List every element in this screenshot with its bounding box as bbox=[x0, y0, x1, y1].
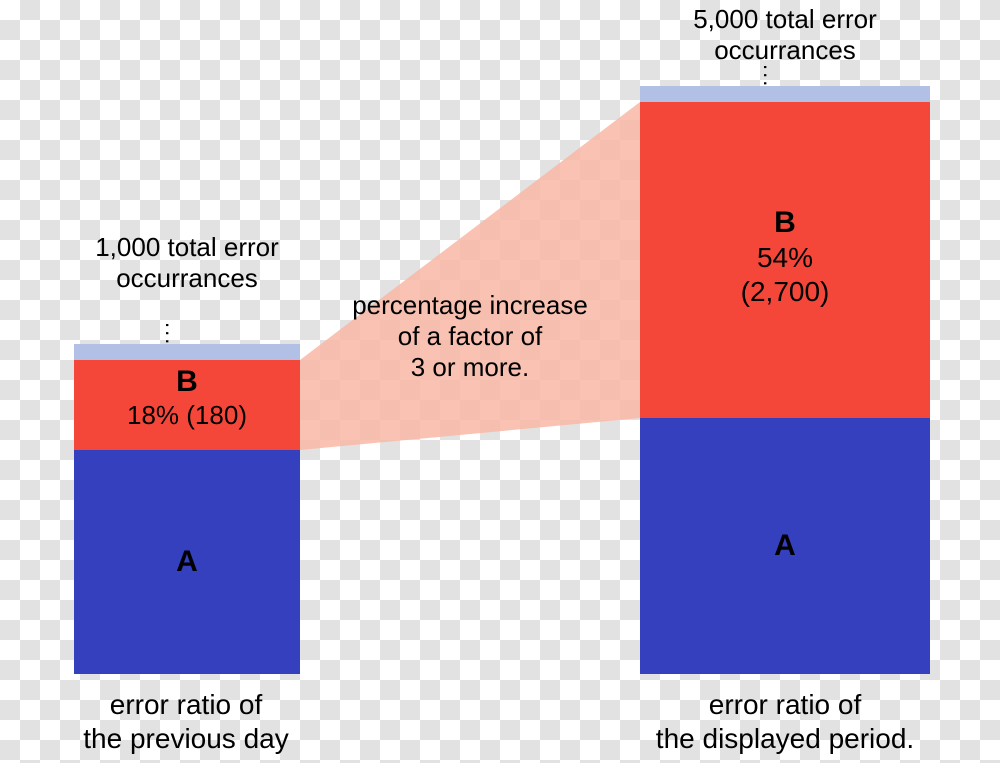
right-bar-caption: error ratio ofthe displayed period. bbox=[600, 688, 970, 755]
left-bar-ellipsis: ... bbox=[160, 322, 186, 346]
left-b-letter: B bbox=[176, 365, 198, 398]
left-bar-caption: error ratio ofthe previous day bbox=[36, 688, 336, 755]
left-b-subtext: 18% (180) bbox=[127, 400, 247, 430]
middle-annotation: percentage increaseof a factor of3 or mo… bbox=[310, 290, 630, 384]
right-bar-title: 5,000 total erroroccurrances bbox=[616, 4, 954, 66]
right-a-letter: A bbox=[774, 529, 796, 562]
left-a-letter: A bbox=[176, 545, 198, 578]
right-b-pct: 54% bbox=[757, 242, 813, 273]
right-b-count: (2,700) bbox=[741, 276, 830, 307]
right-bar-ellipsis: ... bbox=[758, 64, 784, 88]
right-segment-a-label: A bbox=[640, 528, 930, 564]
left-segment-a-label: A bbox=[74, 544, 300, 580]
left-segment-b-label: B 18% (180) bbox=[74, 364, 300, 431]
right-b-letter: B bbox=[774, 206, 796, 239]
left-bar-title: 1,000 total erroroccurrances bbox=[50, 232, 324, 294]
right-segment-b-label: B 54% (2,700) bbox=[640, 205, 930, 308]
